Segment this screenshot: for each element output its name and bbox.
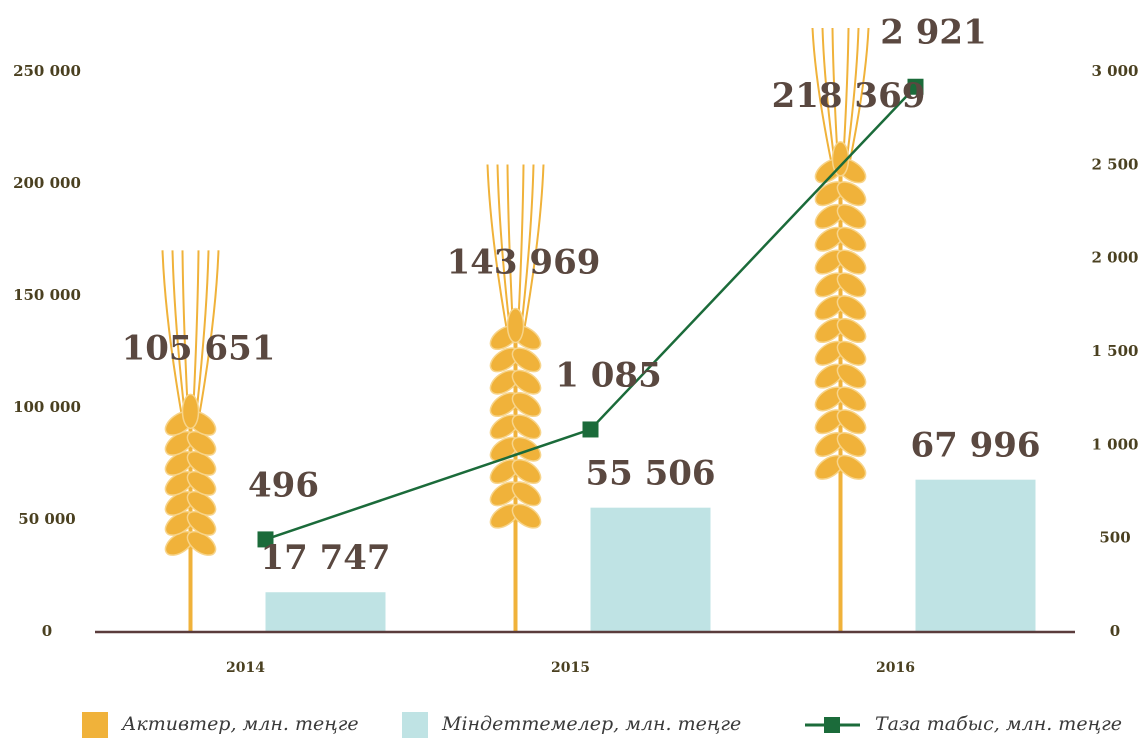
liability-label: 55 506 xyxy=(585,454,715,494)
wheat-kernel xyxy=(511,369,542,395)
wheat-kernel xyxy=(511,458,542,485)
wheat-kernel xyxy=(836,386,867,412)
y-tick-label: 200 000 xyxy=(13,174,81,192)
y-tick-label: 250 000 xyxy=(13,62,81,80)
wheat-kernel xyxy=(511,414,542,440)
y2-tick-label: 2 500 xyxy=(1092,155,1139,173)
y-tick-label: 100 000 xyxy=(13,398,81,416)
wheat-kernel xyxy=(186,530,217,556)
wheat-kernel xyxy=(836,409,867,435)
wheat-awn xyxy=(196,250,220,426)
wheat-kernel xyxy=(836,363,867,389)
wheat-awn xyxy=(486,164,510,340)
y2-tick-label: 1 000 xyxy=(1092,435,1139,453)
line-marker xyxy=(257,531,274,548)
legend-swatch xyxy=(82,712,108,738)
legend-marker xyxy=(824,717,840,733)
wheat-kernel xyxy=(186,490,217,516)
y2-tick-label: 2 000 xyxy=(1092,249,1139,267)
wheat-bar xyxy=(161,250,220,632)
bar xyxy=(590,507,711,632)
line-marker xyxy=(582,421,599,438)
wheat-kernel xyxy=(511,436,542,462)
income-label: 496 xyxy=(248,465,319,505)
y-tick-label: 150 000 xyxy=(13,286,81,304)
x-tick-label: 2016 xyxy=(876,660,915,676)
wheat-kernel xyxy=(511,503,542,529)
y2-tick-label: 3 000 xyxy=(1092,62,1139,80)
wheat-kernel xyxy=(836,317,867,344)
wheat-awn xyxy=(811,27,835,174)
line-marker xyxy=(907,78,924,95)
wheat-kernel xyxy=(511,481,542,507)
wheat-kernel xyxy=(186,430,217,456)
wheat-kernel xyxy=(836,249,867,275)
y2-tick-label: 500 xyxy=(1099,529,1130,547)
income-label: 1 085 xyxy=(555,355,661,395)
legend-swatch xyxy=(402,712,428,738)
legend-label: Таза табыс, млн. теңге xyxy=(875,713,1122,735)
wheat-kernel xyxy=(836,203,867,229)
x-tick-label: 2014 xyxy=(226,660,265,676)
wheat-bar xyxy=(811,27,870,632)
asset-label: 218 369 xyxy=(772,76,926,116)
wheat-kernel xyxy=(836,226,867,252)
wheat-kernel xyxy=(836,432,867,458)
wheat-kernel xyxy=(511,391,542,418)
x-tick-label: 2015 xyxy=(551,660,590,676)
legend-label: Активтер, млн. теңге xyxy=(120,713,359,735)
liability-label: 67 996 xyxy=(910,426,1040,466)
wheat-kernel xyxy=(836,454,867,480)
y-tick-label: 50 000 xyxy=(18,510,75,528)
wheat-kernel xyxy=(186,470,217,496)
income-label: 2 921 xyxy=(880,13,986,53)
wheat-kernel xyxy=(186,450,217,476)
y2-tick-label: 1 500 xyxy=(1092,342,1139,360)
wheat-kernel xyxy=(181,393,200,430)
liability-label: 17 747 xyxy=(260,538,390,578)
y-tick-label: 0 xyxy=(42,622,52,640)
wheat-kernel xyxy=(511,347,542,373)
wheat-bar xyxy=(486,164,545,632)
wheat-kernel xyxy=(836,295,867,321)
wheat-kernel xyxy=(506,307,525,344)
wheat-kernel xyxy=(836,181,867,207)
legend-label: Міндеттемелер, млн. теңге xyxy=(441,713,741,735)
asset-label: 143 969 xyxy=(447,243,601,283)
asset-label: 105 651 xyxy=(122,328,276,368)
wheat-kernel xyxy=(186,510,217,536)
wheat-awn xyxy=(161,250,185,426)
wheat-kernel xyxy=(836,272,867,298)
y2-tick-label: 0 xyxy=(1110,622,1120,640)
wheat-kernel xyxy=(836,340,867,366)
wheat-awn xyxy=(521,164,545,340)
bar xyxy=(265,592,386,632)
bar xyxy=(915,479,1036,632)
